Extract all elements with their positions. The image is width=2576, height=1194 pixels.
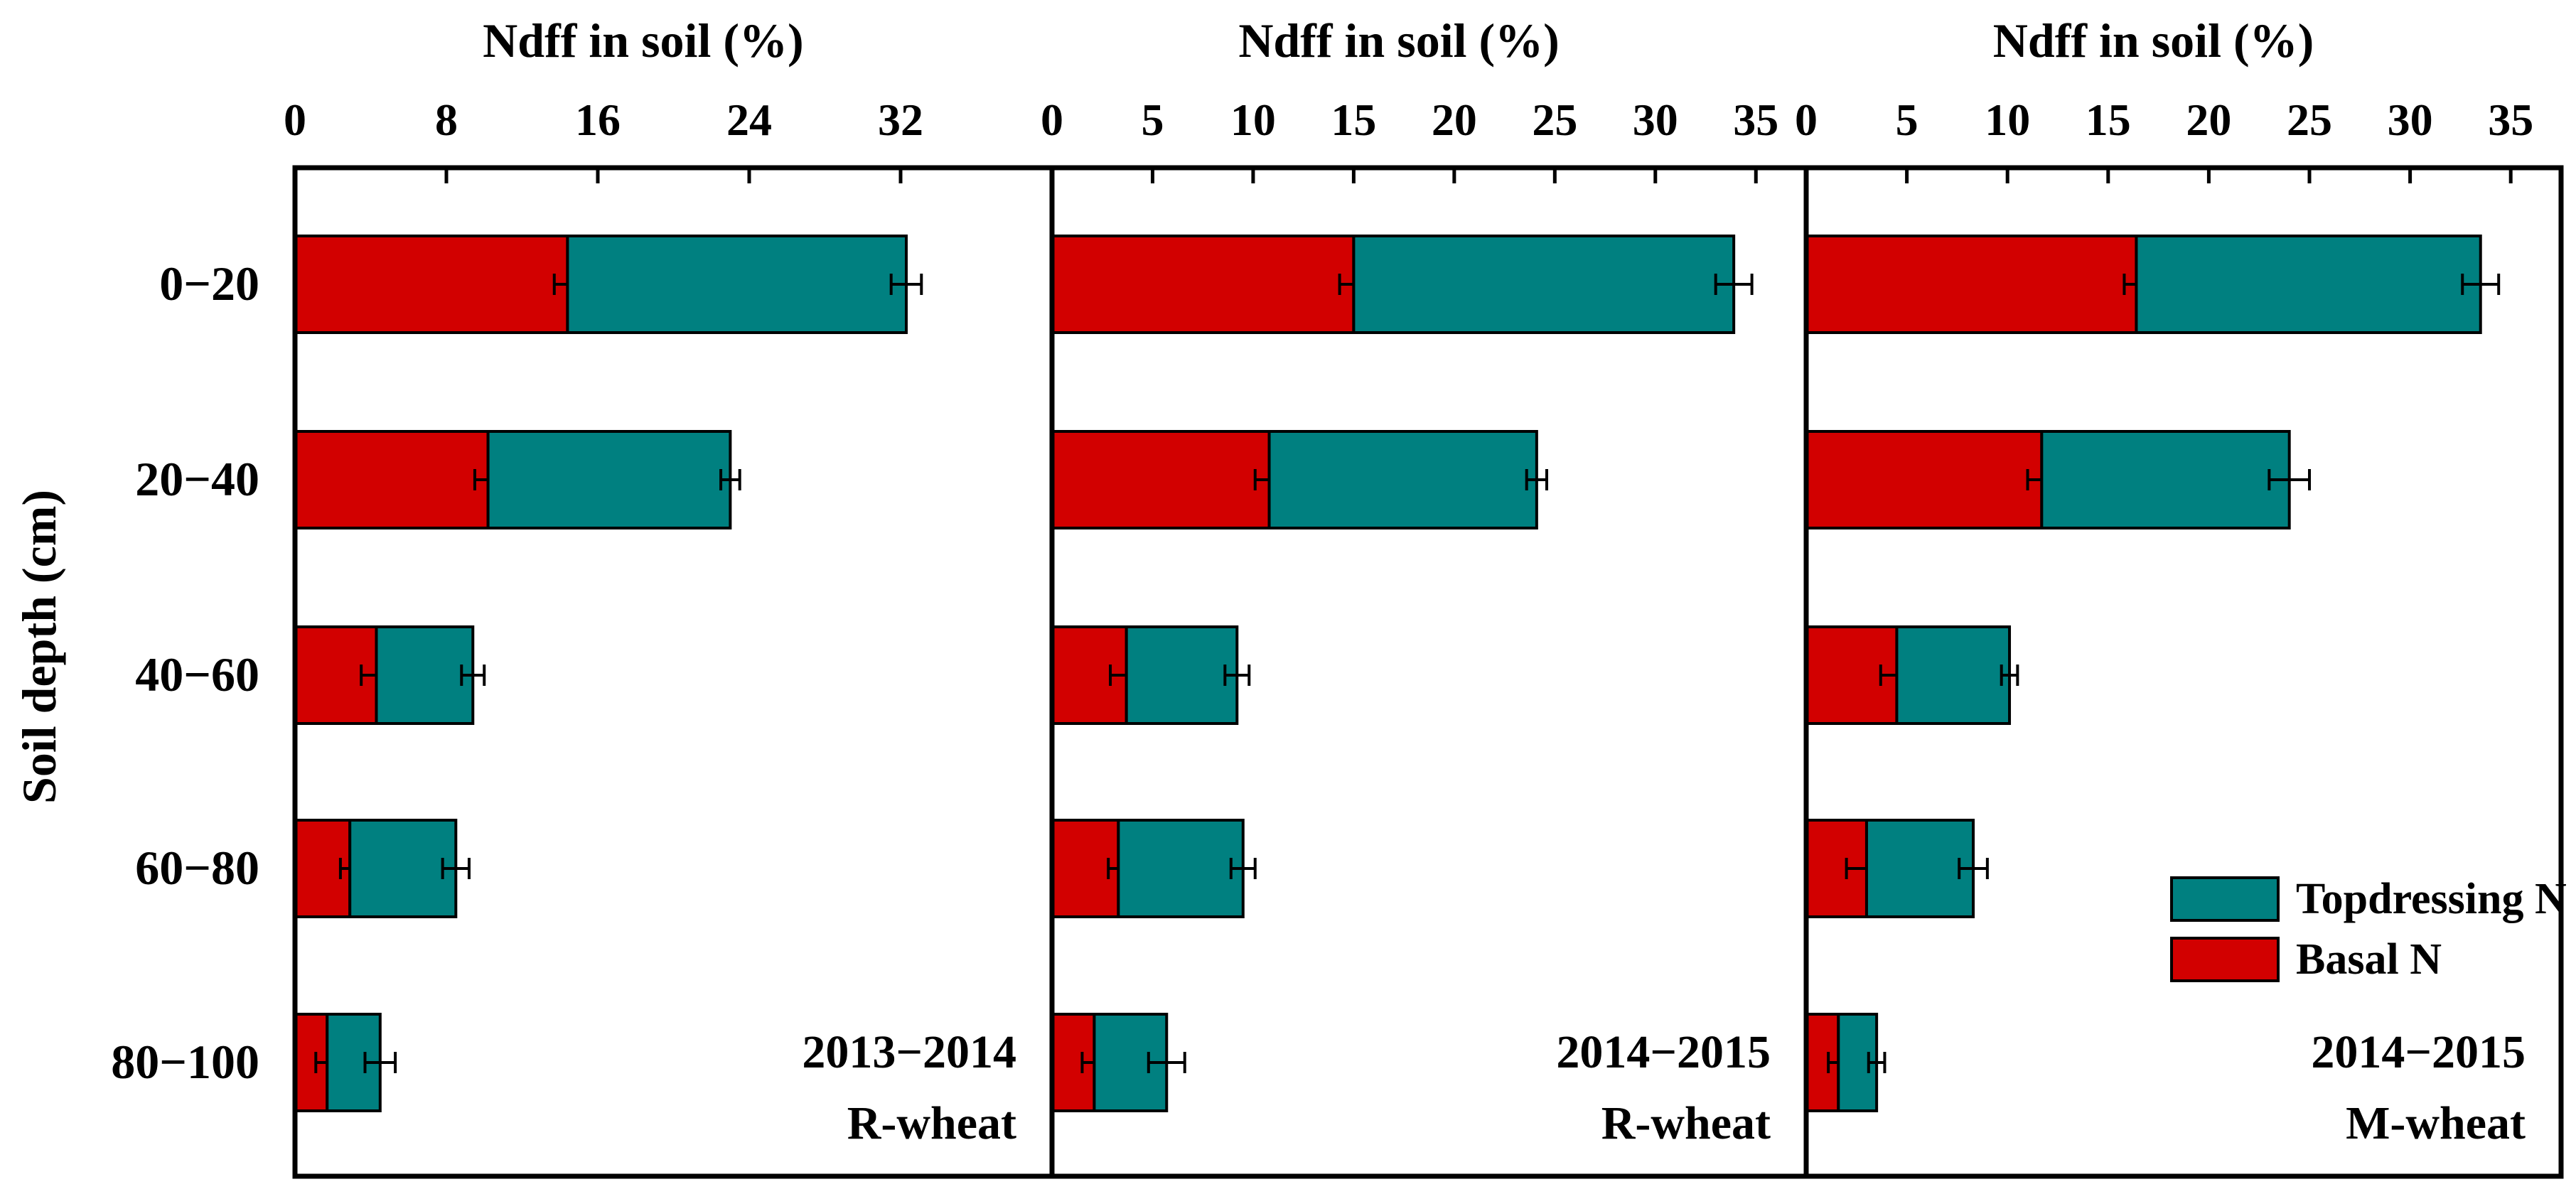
topdressing-bar: [2135, 235, 2482, 334]
error-bar: [460, 665, 486, 686]
error-bar: [2268, 469, 2311, 490]
error-bar: [2000, 665, 2019, 686]
panel-cultivar: R-wheat: [1601, 1097, 1771, 1149]
legend-swatch: [2170, 937, 2280, 982]
panel-season: 2014−2015: [2311, 1026, 2526, 1078]
panels: Ndff in soil (%) 0 8 16 24 32 2013−2014 R-wheat…: [284, 14, 2564, 1179]
error-bar: [1867, 1052, 1887, 1073]
error-bar: [719, 469, 741, 490]
error-bar: [1525, 469, 1549, 490]
legend-item: Topdressing N: [2170, 875, 2567, 923]
x-tick-label: 35: [2488, 95, 2533, 145]
category-label: 80−100: [111, 1035, 259, 1089]
topdressing-bar: [1864, 819, 1975, 918]
category-label: 40−60: [135, 647, 259, 701]
x-tick-label: 24: [726, 95, 772, 145]
category-label: 0−20: [159, 257, 259, 311]
x-axis-title: Ndff in soil (%): [1238, 14, 1559, 68]
x-tick-label: 25: [2287, 95, 2332, 145]
legend-swatch: [2170, 876, 2280, 922]
legend-label: Topdressing N: [2296, 875, 2567, 923]
basal-bar: [294, 235, 569, 334]
x-tick-label: 20: [2186, 95, 2231, 145]
topdressing-bar: [375, 625, 475, 725]
x-axis-title: Ndff in soil (%): [1993, 14, 2314, 68]
category-label: 20−40: [135, 452, 259, 506]
x-tick-label: 8: [435, 95, 458, 145]
x-tick-label: 10: [1985, 95, 2030, 145]
error-bar: [441, 858, 471, 879]
error-bar: [1229, 858, 1257, 879]
x-tick-label: 32: [878, 95, 923, 145]
panel: Ndff in soil (%) 0 5 10 15 20 25 30 35 2014−2015 M…: [1795, 14, 2564, 1179]
x-tick-label: 35: [1733, 95, 1778, 145]
panel-season: 2014−2015: [1556, 1026, 1771, 1078]
error-bar: [363, 1052, 397, 1073]
panel-cultivar: R-wheat: [847, 1097, 1016, 1149]
error-bar: [1714, 274, 1754, 295]
y-axis-title: Soil depth (cm): [12, 490, 66, 804]
x-tick-label: 10: [1230, 95, 1276, 145]
panel-frame: [1803, 165, 2564, 1179]
topdressing-bar: [1125, 625, 1239, 725]
topdressing-bar: [486, 430, 732, 529]
topdressing-bar: [1093, 1013, 1169, 1112]
x-tick-label: 0: [284, 95, 306, 145]
category-label: 60−80: [135, 841, 259, 895]
error-bar: [2461, 274, 2501, 295]
basal-bar: [1805, 235, 2138, 334]
x-axis-title: Ndff in soil (%): [483, 14, 803, 68]
x-tick-label: 0: [1795, 95, 1818, 145]
error-bar: [1223, 665, 1251, 686]
legend-label: Basal N: [2296, 935, 2442, 984]
x-tick-label: 15: [2086, 95, 2131, 145]
topdressing-bar: [1117, 819, 1245, 918]
x-tick-label: 30: [2388, 95, 2433, 145]
topdressing-bar: [566, 235, 908, 334]
error-bar: [1147, 1052, 1186, 1073]
category-labels: 0−20 20−40 40−60 60−80 80−100: [111, 257, 259, 1089]
legend-item: Basal N: [2170, 935, 2442, 984]
error-bar: [1958, 858, 1989, 879]
x-tick-label: 5: [1141, 95, 1164, 145]
panel: Ndff in soil (%) 0 8 16 24 32 2013−2014 R-wheat: [284, 14, 1055, 1179]
error-bar: [889, 274, 923, 295]
x-tick-label: 16: [575, 95, 621, 145]
topdressing-bar: [1895, 625, 2012, 725]
panel: Ndff in soil (%) 0 5 10 15 20 25 30 35 2014−2015 R…: [1041, 14, 1809, 1179]
basal-bar: [1051, 430, 1271, 529]
topdressing-bar: [348, 819, 458, 918]
panel-season: 2013−2014: [802, 1026, 1016, 1078]
x-tick-label: 30: [1633, 95, 1678, 145]
panel-cultivar: M-wheat: [2346, 1097, 2526, 1149]
basal-bar: [1051, 235, 1356, 334]
x-tick-label: 5: [1896, 95, 1918, 145]
topdressing-bar: [2040, 430, 2291, 529]
topdressing-bar: [1837, 1013, 1879, 1112]
x-tick-label: 0: [1041, 95, 1063, 145]
x-tick-label: 25: [1532, 95, 1577, 145]
basal-bar: [1805, 430, 2044, 529]
basal-bar: [294, 430, 490, 529]
topdressing-bar: [1352, 235, 1736, 334]
topdressing-bar: [1267, 430, 1538, 529]
x-tick-label: 20: [1432, 95, 1477, 145]
legend: Topdressing N Basal N: [2170, 875, 2567, 984]
x-tick-label: 15: [1331, 95, 1376, 145]
